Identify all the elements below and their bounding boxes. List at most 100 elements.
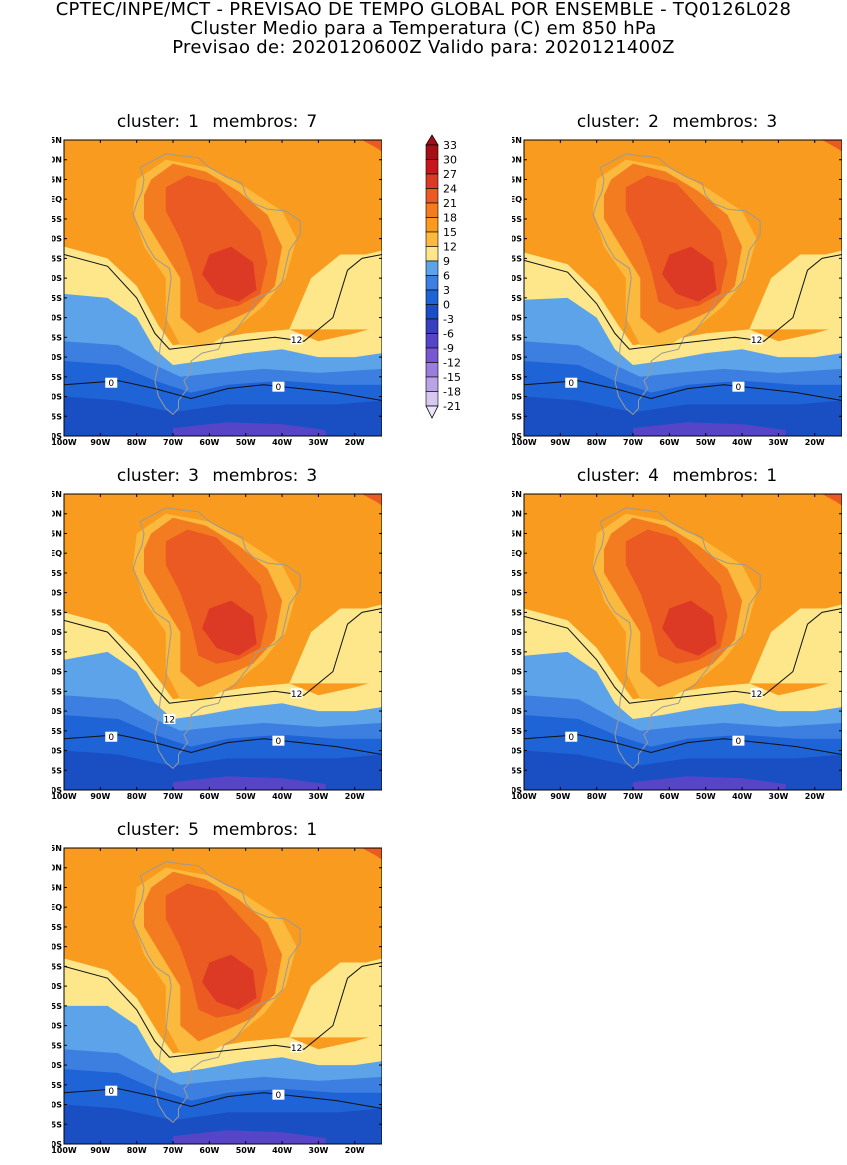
colorbar-swatch bbox=[425, 188, 439, 204]
lat-tick-label: 15N bbox=[512, 490, 522, 499]
contour-label-0b: 0 bbox=[272, 735, 285, 747]
lon-tick-label: 90W bbox=[550, 792, 570, 801]
members-label: membros: bbox=[672, 112, 759, 132]
lon-tick-label: 60W bbox=[659, 438, 679, 447]
colorbar-label: 27 bbox=[443, 168, 457, 181]
colorbar-label: 6 bbox=[443, 270, 450, 283]
cluster-label: cluster: bbox=[116, 112, 181, 132]
lat-tick-label: 15S bbox=[512, 254, 522, 263]
colorbar-label: -21 bbox=[443, 400, 461, 413]
lat-tick-label: 5N bbox=[512, 529, 522, 538]
lat-tick-label: 40S bbox=[52, 353, 62, 362]
svg-text:0: 0 bbox=[736, 737, 742, 747]
colorbar-swatch bbox=[425, 246, 439, 262]
contour-label-0a: 0 bbox=[565, 377, 578, 389]
lat-tick-label: 10S bbox=[52, 589, 62, 598]
colorbar-swatch bbox=[425, 231, 439, 247]
lon-tick-label: 70W bbox=[163, 438, 183, 447]
header-line-1: CPTEC/INPE/MCT - PREVISAO DE TEMPO GLOBA… bbox=[55, 0, 792, 20]
lon-tick-label: 60W bbox=[199, 792, 219, 801]
lat-tick-label: 55S bbox=[512, 412, 522, 421]
lat-tick-label: 55S bbox=[52, 1120, 62, 1129]
lat-tick-label: 10N bbox=[52, 156, 62, 165]
lon-tick-label: 100W bbox=[52, 1146, 77, 1155]
colorbar-label: 3 bbox=[443, 284, 450, 297]
lat-tick-label: 5N bbox=[52, 883, 62, 892]
continent-outline bbox=[592, 507, 761, 769]
lat-tick-label: 25S bbox=[512, 648, 522, 657]
colorbar-swatch bbox=[425, 144, 439, 160]
field-band-27 bbox=[202, 246, 257, 302]
colorbar-swatch bbox=[425, 275, 439, 291]
lat-tick-label: 5N bbox=[52, 175, 62, 184]
lat-tick-label: 55S bbox=[52, 766, 62, 775]
lat-tick-label: 35S bbox=[512, 333, 522, 342]
colorbar-swatch bbox=[425, 347, 439, 363]
lat-tick-label: 30S bbox=[52, 668, 62, 677]
lat-tick-label: 15S bbox=[512, 608, 522, 617]
lat-tick-label: 50S bbox=[52, 393, 62, 402]
lat-tick-label: EQ bbox=[512, 549, 522, 558]
cluster-label: cluster: bbox=[116, 820, 181, 840]
lat-tick-label: 35S bbox=[52, 333, 62, 342]
lat-tick-label: 45S bbox=[52, 727, 62, 736]
contour-12 bbox=[524, 608, 842, 704]
lat-tick-label: EQ bbox=[512, 195, 522, 204]
panel-title: cluster: 2 membros: 3 bbox=[512, 112, 842, 136]
contour-label-0b: 0 bbox=[732, 735, 745, 747]
cluster-label: cluster: bbox=[576, 466, 641, 486]
members-label: membros: bbox=[212, 466, 299, 486]
temperature-map: 12 0 0 15N 10N 5N EQ 5S 10S 15S 20S 25S 30S 35S 40S 45S… bbox=[52, 844, 382, 1155]
map-frame bbox=[63, 847, 382, 1145]
lat-tick-label: 40S bbox=[512, 707, 522, 716]
cluster-number: 5 bbox=[188, 820, 199, 840]
lat-tick-label: 60S bbox=[512, 786, 522, 795]
svg-text:0: 0 bbox=[736, 383, 742, 393]
contour-label-0b: 0 bbox=[272, 381, 285, 393]
contour-label-0a: 0 bbox=[565, 731, 578, 743]
lat-tick-label: 45S bbox=[512, 727, 522, 736]
header-line-3: Previsao de: 2020120600Z Valido para: 20… bbox=[172, 37, 675, 58]
colorbar-label: 0 bbox=[443, 299, 450, 312]
lat-tick-label: 20S bbox=[52, 982, 62, 991]
lat-tick-label: 20S bbox=[512, 274, 522, 283]
lon-tick-label: 80W bbox=[127, 438, 147, 447]
lat-tick-label: 15N bbox=[52, 844, 62, 853]
field-band-12-lobe bbox=[749, 250, 842, 330]
lat-tick-label: EQ bbox=[52, 903, 62, 912]
lon-tick-label: 100W bbox=[52, 438, 77, 447]
contour-label-12: 12 bbox=[290, 334, 303, 346]
lon-tick-label: 60W bbox=[199, 438, 219, 447]
lat-tick-label: 50S bbox=[52, 1101, 62, 1110]
colorbar-swatch bbox=[425, 318, 439, 334]
lon-tick-label: 80W bbox=[587, 792, 607, 801]
members-count: 7 bbox=[306, 112, 318, 132]
colorbar-swatch bbox=[425, 159, 439, 175]
lon-tick-label: 80W bbox=[127, 1146, 147, 1155]
field-band-12-lobe bbox=[289, 250, 382, 330]
field-band-12-lobe bbox=[749, 604, 842, 684]
lat-tick-label: 25S bbox=[52, 294, 62, 303]
lon-tick-label: 90W bbox=[550, 438, 570, 447]
members-count: 1 bbox=[766, 466, 778, 486]
lat-tick-label: 5S bbox=[512, 215, 522, 224]
lon-tick-label: 50W bbox=[236, 1146, 256, 1155]
field-band-27 bbox=[662, 600, 717, 656]
contour-label-0a: 0 bbox=[105, 377, 118, 389]
lat-tick-label: 60S bbox=[52, 1140, 62, 1149]
lat-tick-label: 15S bbox=[52, 608, 62, 617]
field-band-27 bbox=[202, 600, 257, 656]
lon-tick-label: 40W bbox=[272, 438, 292, 447]
field-band-0 bbox=[64, 1104, 382, 1144]
figure-header: CPTEC/INPE/MCT - PREVISAO DE TEMPO GLOBA… bbox=[0, 0, 847, 57]
cluster-number: 4 bbox=[648, 466, 659, 486]
lat-tick-label: 60S bbox=[512, 432, 522, 441]
field-band-0 bbox=[524, 396, 842, 436]
lat-tick-label: 5S bbox=[52, 923, 62, 932]
lat-tick-label: 20S bbox=[52, 274, 62, 283]
lat-tick-label: 55S bbox=[52, 412, 62, 421]
colorbar-arrow-top bbox=[425, 134, 439, 146]
contour-0 bbox=[524, 380, 842, 401]
cluster-label: cluster: bbox=[116, 466, 181, 486]
